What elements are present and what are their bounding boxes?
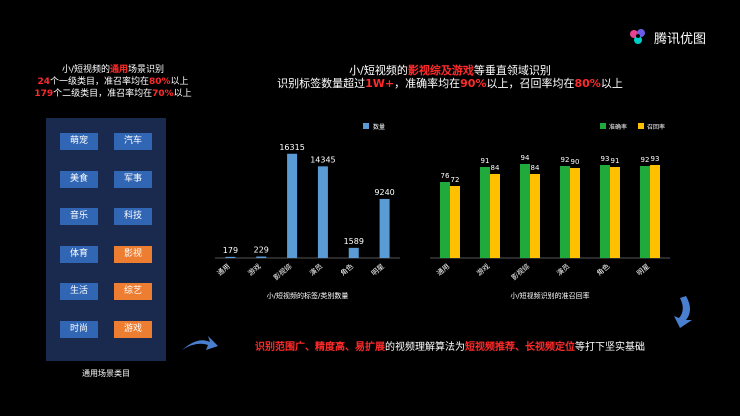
data-label: 76 [441,172,450,180]
bar [379,198,390,258]
x-axis-title: 小/短视频识别的准召回率 [510,291,589,300]
category-tag: 美食 [60,170,98,188]
data-label: 229 [254,246,269,255]
data-label: 90 [571,158,580,166]
left-title-line-1: 小/短视频的通用场景识别 [61,65,165,75]
bar [560,166,570,258]
category-tag: 综艺 [114,283,152,300]
x-tick-label: 明星 [635,262,651,277]
category-tag: 影视 [114,245,152,263]
bar [480,167,490,258]
tencent-youtu-logo-icon [630,29,645,44]
legend-label: 数量 [373,123,385,131]
data-label: 72 [451,176,460,184]
right-arrow-icon [182,336,218,350]
x-axis-title: 小/短视频的标签/类别数量 [267,291,349,300]
label-count-chart: 数量 179 通用 229 游戏 16315 影视综 14345 演员 1589 角色 9240 明星小… [215,123,400,300]
x-tick-label: 影视综 [271,262,293,282]
bar [530,174,540,258]
left-title-line-2: 24个一级类目，准召率均在80%以上 [37,77,189,87]
data-label: 1589 [344,237,364,246]
x-tick-label: 演员 [555,262,572,278]
data-label: 14345 [310,155,335,164]
brand-name: 腾讯优图 [654,31,707,47]
data-label: 93 [601,155,610,163]
bar [650,165,660,258]
x-tick-label: 明星 [370,262,386,277]
x-tick-label: 影视综 [509,262,531,282]
data-label: 179 [223,246,238,255]
legend-swatch [600,123,606,129]
main-title-line-1: 小/短视频的影视综及游戏等垂直领域识别 [349,64,551,77]
category-tag: 科技 [114,208,152,225]
x-tick-label: 角色 [595,262,612,278]
left-title-line-3: 179个二级类目，准召率均在70%以上 [34,89,192,99]
data-label: 91 [611,157,620,165]
down-arrow-icon [674,296,692,328]
data-label: 92 [641,156,650,164]
data-label: 93 [651,155,660,163]
category-panel: 萌宠 汽车美食 军事音乐 科技体育 影视生活 综艺时尚 游戏 [46,118,166,361]
brand-logo: 腾讯优图 [628,26,728,48]
legend-swatch [363,123,369,129]
main-title-line-2: 识别标签数量超过1W+，准确率均在90%以上，召回率均在80%以上 [277,77,623,90]
x-tick-label: 游戏 [246,262,263,278]
category-tag: 萌宠 [60,133,98,150]
x-tick-label: 游戏 [475,262,492,278]
bar [490,174,500,258]
bar [520,164,530,258]
category-tag: 体育 [60,245,98,263]
category-tag: 游戏 [114,320,152,338]
x-tick-label: 角色 [339,262,356,278]
legend-swatch [638,123,644,129]
x-tick-label: 通用 [215,262,232,278]
category-tag: 生活 [60,283,98,300]
bar [256,256,267,258]
category-tag: 汽车 [114,133,152,150]
data-label: 16315 [279,143,304,152]
bar [570,168,580,258]
data-label: 94 [521,154,530,162]
data-label: 84 [491,164,500,172]
bar [610,167,620,258]
category-caption: 通用场景类目 [82,369,130,378]
bar [640,166,650,258]
data-label: 92 [561,156,570,164]
category-tag: 音乐 [60,208,98,225]
category-tag: 军事 [114,170,152,188]
data-label: 9240 [374,188,394,197]
main-title: 小/短视频的影视综及游戏等垂直领域识别 识别标签数量超过1W+，准确率均在90%… [230,64,670,90]
data-label: 84 [531,164,540,172]
data-label: 91 [481,157,490,165]
bar [440,182,450,258]
x-tick-label: 通用 [435,262,452,278]
bar [287,153,298,258]
x-tick-label: 演员 [308,262,325,278]
bar [225,256,236,258]
bar [348,247,359,258]
left-title: 小/短视频的通用场景识别 24个一级类目，准召率均在80%以上 179个二级类目… [18,64,208,100]
bottom-statement: 识别范围广、精度高、易扩展的视频理解算法为短视频推荐、长视频定位等打下坚实基础 [255,342,645,353]
bar [450,186,460,258]
legend-label: 准确率 [609,123,627,131]
legend-label: 召回率 [647,123,665,131]
category-tag: 时尚 [60,320,98,338]
bar [600,165,610,258]
bar [317,166,328,258]
